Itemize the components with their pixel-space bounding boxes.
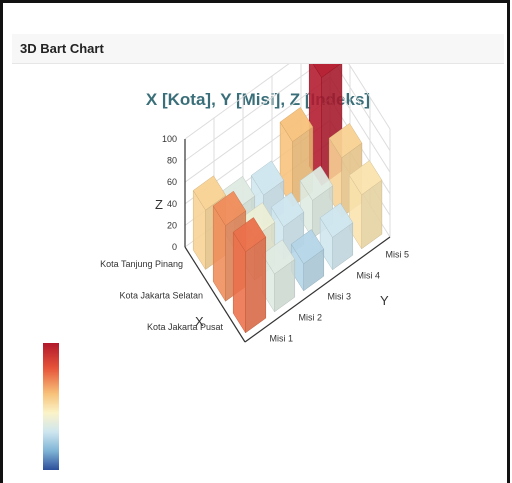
- bar-face: [245, 236, 267, 334]
- bar-1-2: [270, 192, 305, 261]
- colorbar: [43, 343, 59, 470]
- bar-top: [348, 160, 383, 196]
- bar-top: [250, 160, 285, 196]
- y-tick-label: Misi 2: [299, 313, 323, 323]
- x-axis-line: [184, 246, 246, 343]
- bar-top: [270, 192, 305, 228]
- bar-0-3: [319, 202, 354, 271]
- bar-0-1: [261, 239, 296, 313]
- y-tick-label: Misi 5: [386, 250, 410, 260]
- y-tick-label: Misi 4: [357, 271, 381, 281]
- y-tick-label: Misi 3: [328, 292, 352, 302]
- z-axis-title: Z: [155, 197, 163, 212]
- bars-group: [192, 64, 383, 334]
- z-tick-label: 0: [172, 242, 177, 252]
- bar-top: [319, 202, 354, 238]
- bar-top: [290, 229, 325, 265]
- bar-0-4: [348, 160, 383, 250]
- z-tick-label: 100: [162, 134, 177, 144]
- z-tick-label: 60: [167, 177, 177, 187]
- bar-top: [312, 64, 341, 78]
- axes-group: 0 20 40 60 80 100 Z Kota Jakarta Pusat Kota Jaka…: [100, 134, 409, 344]
- bar-top: [328, 123, 363, 159]
- grid-line: [184, 64, 391, 140]
- card-header: 3D Bart Chart: [12, 34, 504, 64]
- bar-top: [232, 217, 267, 253]
- bar-top: [192, 175, 227, 211]
- x-axis-title: X: [195, 314, 204, 329]
- y-tick-label: Misi 1: [270, 334, 294, 344]
- x-tick-label: Kota Jakarta Pusat: [147, 322, 224, 332]
- z-tick-label: 80: [167, 156, 177, 166]
- bar-0-2: [290, 229, 325, 292]
- bar-top: [299, 165, 334, 201]
- x-tick-label: Kota Tanjung Pinang: [100, 259, 183, 269]
- x-tick-label: Kota Jakarta Selatan: [119, 291, 203, 301]
- bar-top: [212, 190, 247, 226]
- bar-0-0: [232, 217, 267, 334]
- grid-line: [184, 64, 391, 162]
- bar-top: [261, 239, 296, 275]
- card-title: 3D Bart Chart: [20, 41, 104, 56]
- y-axis-line: [244, 236, 391, 343]
- y-axis-title: Y: [380, 293, 389, 308]
- chart-card-body: X [Kota], Y [Misi], Z [Indeks] 0 20 40 60 80…: [12, 64, 504, 483]
- z-tick-label: 20: [167, 220, 177, 230]
- chart-3d-bar: 0 20 40 60 80 100 Z Kota Jakarta Pusat Kota Jaka…: [43, 64, 409, 470]
- z-tick-label: 40: [167, 199, 177, 209]
- bar-top: [279, 107, 314, 143]
